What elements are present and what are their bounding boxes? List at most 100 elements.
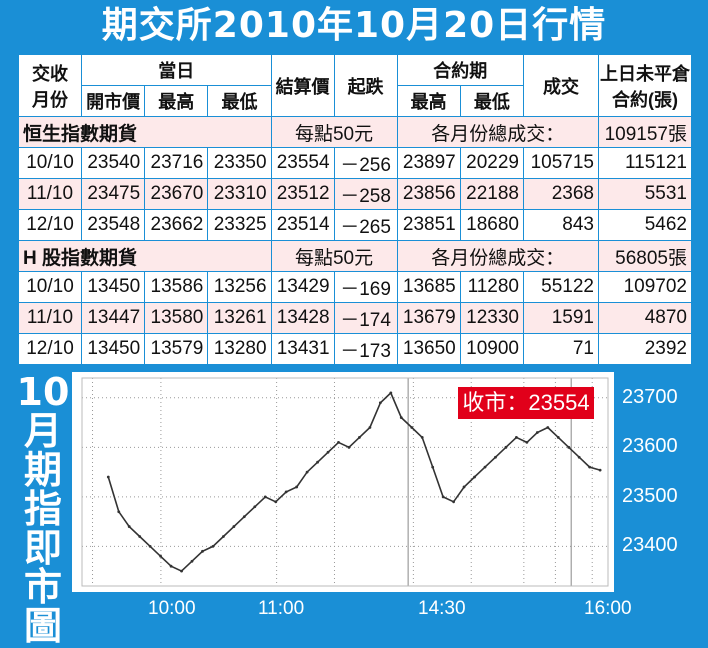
cell-change: －174 (333, 302, 398, 334)
x-tick-label: 10:00 (148, 598, 196, 619)
data-point (504, 445, 508, 449)
cell-open: 13450 (80, 271, 146, 303)
cell-volume: 2368 (523, 178, 599, 210)
cell-open: 23548 (80, 209, 146, 241)
data-point (127, 525, 131, 528)
data-point (389, 391, 393, 395)
data-point (138, 535, 142, 538)
plot-border (81, 377, 609, 587)
cell-volume: 843 (523, 209, 599, 241)
cell-change: －173 (333, 333, 398, 365)
data-point (253, 505, 257, 509)
data-point (284, 490, 288, 494)
cell-c-low: 20229 (459, 147, 525, 179)
cell-open: 13447 (80, 302, 146, 334)
cell-open: 23475 (80, 178, 146, 210)
section-name: H 股指數期貨 (18, 240, 272, 272)
data-point (378, 401, 382, 405)
series-line (107, 391, 601, 573)
data-point (452, 500, 456, 504)
side-title-char: 市 (23, 565, 62, 609)
section-total: 56805張 (598, 240, 692, 272)
side-title-char: 即 (23, 526, 62, 570)
cell-c-low: 22188 (459, 178, 525, 210)
cell-c-high: 23897 (396, 147, 461, 179)
cell-c-low: 10900 (459, 333, 525, 365)
cell-c-low: 11280 (459, 271, 525, 303)
header-open: 開市價 (80, 85, 146, 117)
cell-volume: 71 (523, 333, 599, 365)
cell-settle: 23512 (270, 178, 335, 210)
data-point (180, 569, 183, 573)
data-point (546, 426, 550, 429)
data-point (598, 468, 602, 472)
cell-change: －265 (333, 209, 398, 241)
data-point (295, 485, 299, 489)
table-row: 11/10 13447 13580 13261 13428 －174 13679 12330 1… (18, 302, 692, 334)
cell-settle: 23554 (270, 147, 335, 179)
data-point (274, 500, 278, 504)
data-point (106, 475, 110, 479)
data-point (222, 535, 225, 538)
cell-month: 12/10 (18, 209, 82, 241)
data-point (588, 465, 592, 469)
side-title-char: 圖 (23, 604, 62, 648)
section-row: H 股指數期貨 每點50元 各月份總成交： 56805張 (18, 240, 692, 272)
header-change: 起跌 (333, 54, 398, 117)
cell-low: 23350 (207, 147, 272, 179)
data-point (399, 416, 403, 420)
header-high: 最高 (144, 85, 209, 117)
table-row: 12/10 13450 13579 13280 13431 －173 13650 10900 7… (18, 333, 692, 365)
cell-month: 11/10 (18, 178, 82, 210)
table-row: 12/10 23548 23662 23325 23514 －265 23851 18680 8… (18, 209, 692, 241)
data-point (431, 465, 435, 469)
header-oi-1: 上日未平倉 (600, 63, 690, 84)
data-point (242, 515, 246, 519)
side-title-char: 期 (23, 448, 62, 492)
x-tick-label: 14:30 (418, 598, 466, 619)
cell-oi: 5462 (598, 209, 692, 241)
cell-c-high: 13650 (396, 333, 461, 365)
cell-c-low: 18680 (459, 209, 525, 241)
cell-settle: 13431 (270, 333, 335, 365)
y-tick-label: 23700 (622, 385, 678, 408)
side-title-char: 月 (23, 409, 62, 453)
data-point (190, 559, 194, 563)
data-point (462, 485, 466, 489)
x-tick-label: 16:00 (584, 598, 632, 619)
quote-table: 交收 月份 當日 結算價 起跌 合約期 成交 上日未平倉 合約(張) 開市價 最高 … (18, 54, 692, 365)
section-total-label: 各月份總成交： (396, 240, 600, 272)
cell-low: 23310 (207, 178, 272, 210)
data-point (117, 510, 121, 514)
cell-settle: 23514 (270, 209, 335, 241)
table-row: 10/10 13450 13586 13256 13429 －169 13685 11280 5… (18, 271, 692, 303)
cell-c-low: 12330 (459, 302, 525, 334)
data-point (420, 436, 424, 439)
cell-volume: 55122 (523, 271, 599, 303)
data-point (201, 549, 204, 553)
cell-month: 12/10 (18, 333, 82, 365)
cell-settle: 13429 (270, 271, 335, 303)
data-point (347, 445, 351, 449)
header-settle: 結算價 (270, 54, 335, 117)
header-oi-2: 合約(張) (612, 89, 678, 110)
header-volume: 成交 (523, 54, 599, 117)
cell-high: 23670 (144, 178, 209, 210)
cell-high: 23662 (144, 209, 209, 241)
data-point (232, 525, 236, 528)
cell-open: 23540 (80, 147, 146, 179)
cell-low: 13280 (207, 333, 272, 365)
cell-open: 13450 (80, 333, 146, 365)
cell-low: 23325 (207, 209, 272, 241)
data-point (148, 544, 152, 548)
data-point (577, 455, 581, 459)
cell-oi: 109702 (598, 271, 692, 303)
data-point (211, 544, 215, 548)
data-point (368, 426, 372, 429)
chart-side-title: 10 月期指即市圖 (14, 373, 72, 646)
data-point (169, 564, 173, 568)
data-point (473, 475, 476, 479)
section-per-point: 每點50元 (270, 240, 398, 272)
cell-month: 10/10 (18, 147, 82, 179)
header-today: 當日 (81, 54, 272, 86)
